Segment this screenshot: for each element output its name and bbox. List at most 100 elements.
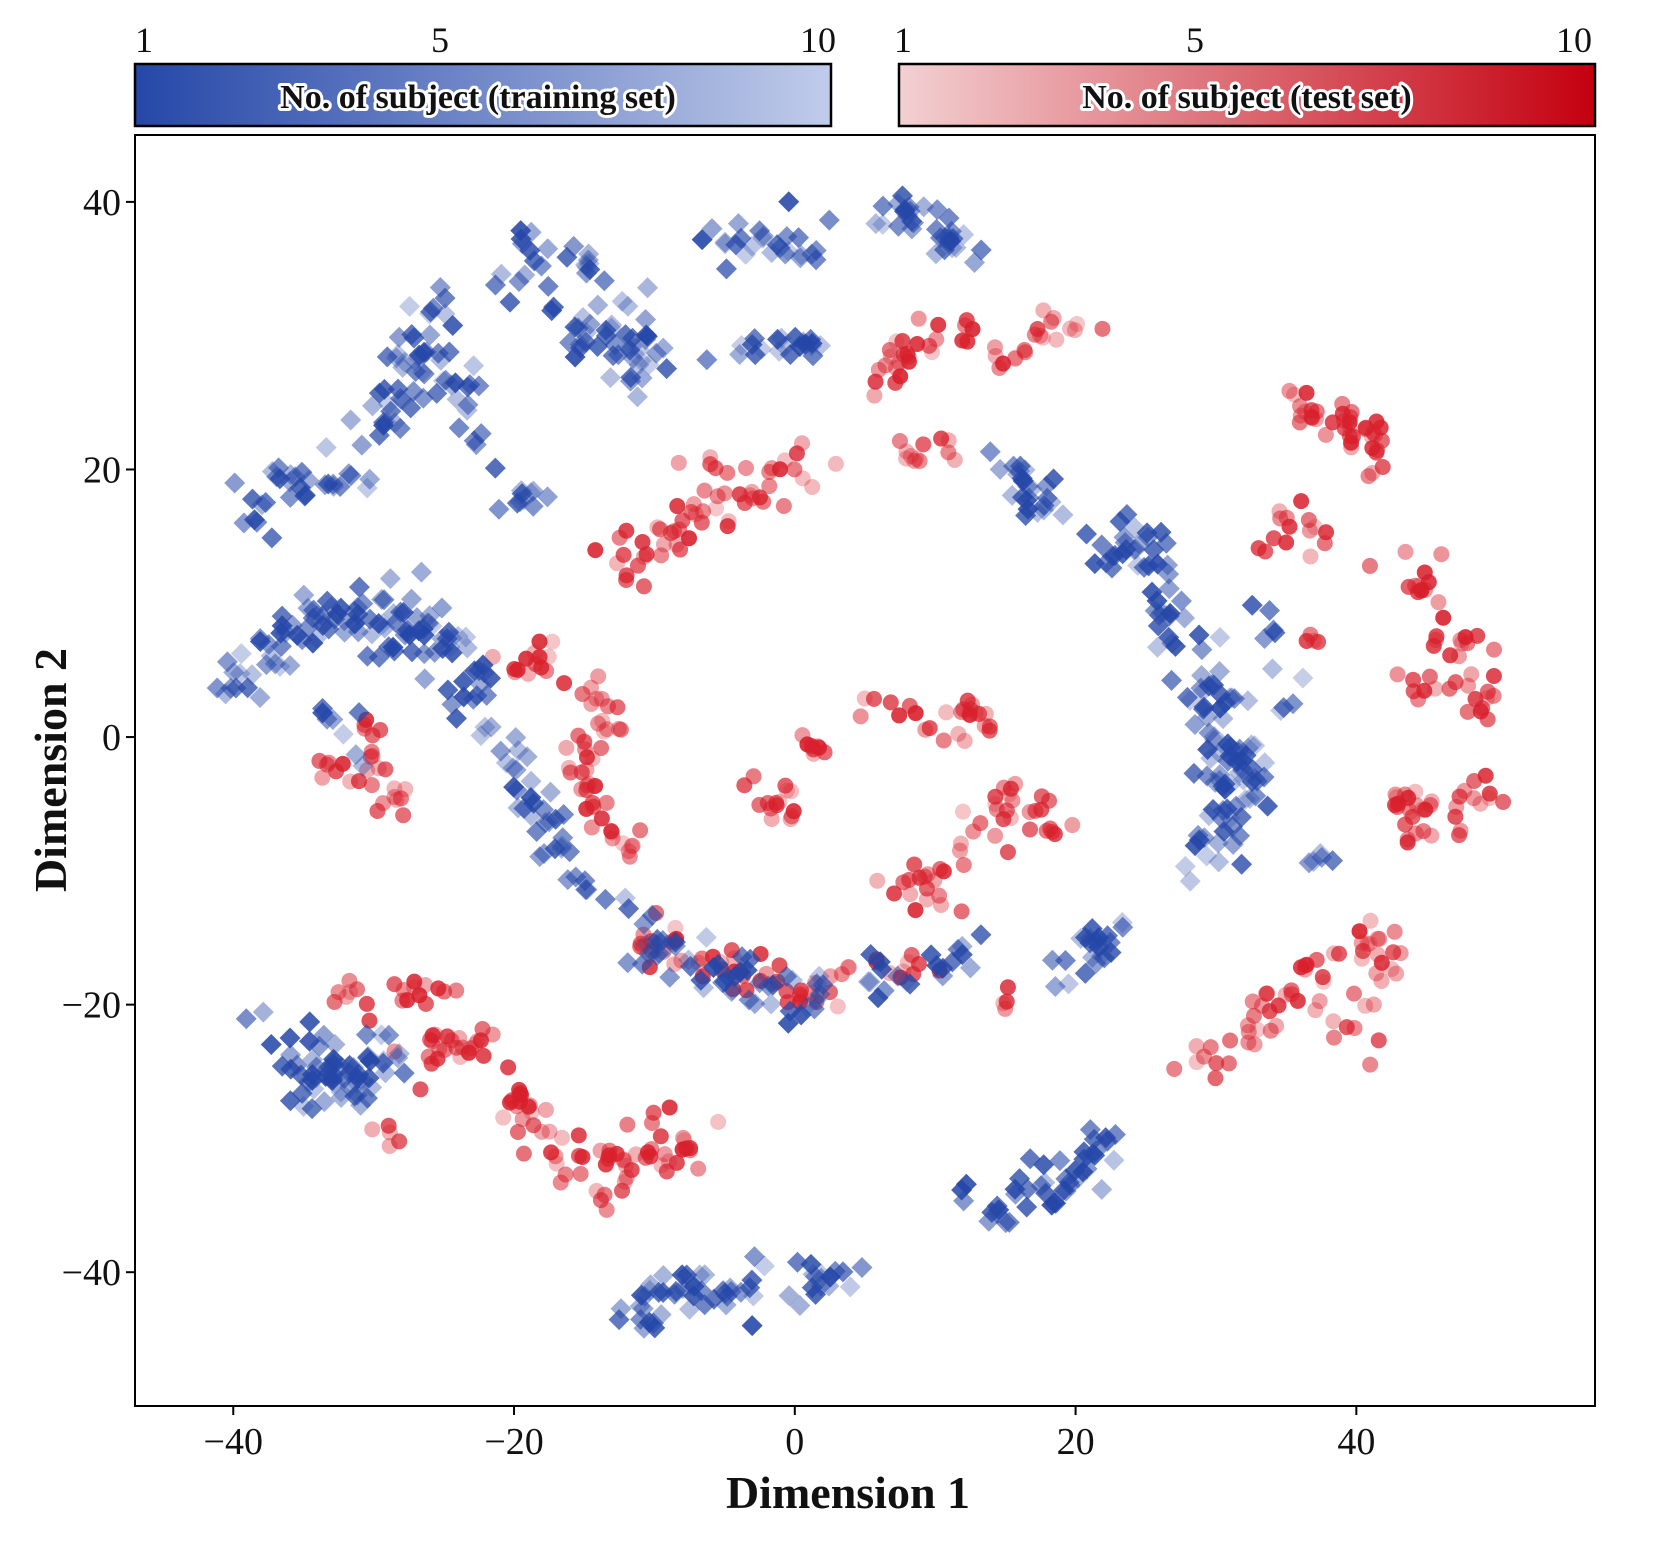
test-point xyxy=(794,470,811,487)
training-point xyxy=(576,879,598,901)
training-point xyxy=(397,619,419,641)
test-point xyxy=(417,977,434,994)
training-point xyxy=(659,966,681,988)
training-point xyxy=(1192,681,1214,703)
training-point xyxy=(872,213,894,235)
test-point xyxy=(642,1148,659,1165)
training-point xyxy=(414,668,436,690)
training-point xyxy=(1174,607,1196,629)
test-point xyxy=(578,800,595,817)
test-point xyxy=(583,819,600,836)
test-point xyxy=(615,1152,632,1169)
training-point xyxy=(575,879,597,901)
training-point xyxy=(1136,522,1158,544)
training-point xyxy=(457,394,479,416)
training-point xyxy=(1176,686,1198,708)
test-point xyxy=(1428,628,1445,645)
test-point xyxy=(597,1156,614,1173)
test-point xyxy=(590,668,607,685)
test-point xyxy=(1463,666,1480,683)
training-point xyxy=(587,335,609,357)
test-point xyxy=(1220,1055,1237,1072)
test-point xyxy=(544,633,561,650)
test-point xyxy=(1451,788,1468,805)
test-point xyxy=(614,1182,631,1199)
test-point xyxy=(364,1121,381,1138)
test-point xyxy=(852,708,869,725)
y-tick-label: 20 xyxy=(83,449,121,491)
test-point xyxy=(1472,795,1489,812)
training-point xyxy=(1041,949,1063,971)
training-point xyxy=(330,1087,352,1109)
test-point xyxy=(1397,786,1414,803)
training-point xyxy=(778,191,800,213)
training-point xyxy=(503,776,525,798)
test-point xyxy=(1311,993,1328,1010)
training-point xyxy=(387,343,409,365)
test-point xyxy=(1033,801,1050,818)
training-point xyxy=(767,328,789,350)
training-point xyxy=(940,220,962,242)
test-point xyxy=(903,946,920,963)
test-point xyxy=(1405,671,1422,688)
test-point xyxy=(999,844,1016,861)
training-point xyxy=(1193,696,1215,718)
test-point xyxy=(751,796,768,813)
x-tick-label: 0 xyxy=(785,1421,804,1463)
test-point xyxy=(619,1116,636,1133)
test-point xyxy=(395,807,412,824)
training-point xyxy=(269,655,291,677)
test-point xyxy=(933,430,950,447)
training-point xyxy=(511,483,533,505)
test-point xyxy=(902,886,919,903)
training-point xyxy=(690,969,712,991)
training-point xyxy=(631,367,653,389)
training-point xyxy=(372,1052,394,1074)
training-point xyxy=(1088,927,1110,949)
test-point xyxy=(804,478,821,495)
test-point xyxy=(742,487,759,504)
test-point xyxy=(634,534,651,551)
training-point xyxy=(1188,624,1210,646)
training-point xyxy=(286,1054,308,1076)
training-point xyxy=(418,612,440,634)
test-point xyxy=(1331,945,1348,962)
test-point xyxy=(877,357,894,374)
training-point xyxy=(762,974,784,996)
test-point xyxy=(1361,935,1378,952)
training-point xyxy=(293,584,315,606)
training-point xyxy=(348,702,370,724)
training-point xyxy=(696,349,718,371)
test-point xyxy=(359,762,376,779)
training-point xyxy=(569,333,591,355)
training-point xyxy=(347,1067,369,1089)
test-point xyxy=(1166,1060,1183,1077)
test-point xyxy=(1195,1048,1212,1065)
training-point xyxy=(617,295,639,317)
test-point xyxy=(1442,647,1459,664)
training-point xyxy=(1146,590,1168,612)
training-point xyxy=(1115,538,1137,560)
training-point xyxy=(502,757,524,779)
test-point xyxy=(1362,912,1379,929)
training-point xyxy=(742,1285,764,1307)
test-point xyxy=(719,464,736,481)
training-point xyxy=(611,290,633,312)
training-point xyxy=(970,924,992,946)
test-point xyxy=(670,454,687,471)
training-point xyxy=(1084,553,1106,575)
test-point xyxy=(866,387,883,404)
training-point xyxy=(453,686,475,708)
training-point xyxy=(1147,553,1169,575)
training-point xyxy=(376,346,398,368)
training-point xyxy=(955,1173,977,1195)
test-point xyxy=(1430,594,1447,611)
training-point xyxy=(456,399,478,421)
test-point xyxy=(386,976,403,993)
test-point xyxy=(964,321,981,338)
test-point xyxy=(682,1140,699,1157)
test-point xyxy=(763,810,780,827)
training-point xyxy=(332,723,354,745)
training-point xyxy=(316,590,338,612)
